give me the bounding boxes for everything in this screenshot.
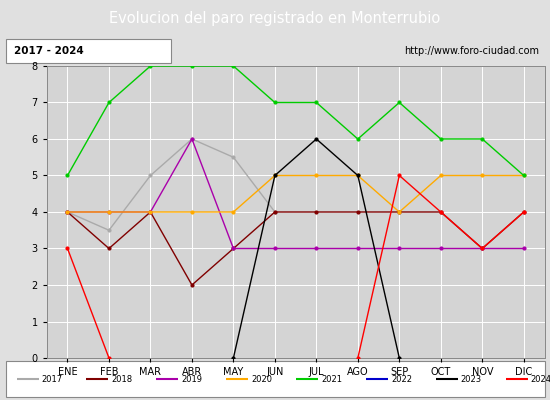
Text: 2021: 2021	[321, 374, 342, 384]
Text: 2023: 2023	[461, 374, 482, 384]
Text: 2022: 2022	[391, 374, 412, 384]
Text: 2017 - 2024: 2017 - 2024	[14, 46, 84, 56]
Text: 2024: 2024	[531, 374, 550, 384]
Text: 2018: 2018	[111, 374, 133, 384]
Text: http://www.foro-ciudad.com: http://www.foro-ciudad.com	[404, 46, 539, 56]
Text: Evolucion del paro registrado en Monterrubio: Evolucion del paro registrado en Monterr…	[109, 10, 441, 26]
Text: 2020: 2020	[251, 374, 272, 384]
FancyBboxPatch shape	[6, 39, 170, 63]
FancyBboxPatch shape	[6, 360, 544, 398]
Text: 2017: 2017	[41, 374, 62, 384]
Text: 2019: 2019	[181, 374, 202, 384]
